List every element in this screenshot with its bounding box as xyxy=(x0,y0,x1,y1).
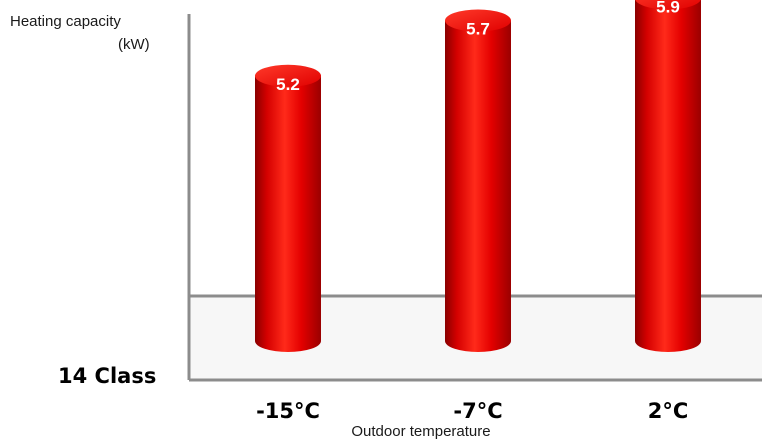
bar-body xyxy=(255,75,321,353)
x-tick-labels: -15°C -7°C 2°C xyxy=(256,399,688,423)
data-label: 5.9 xyxy=(656,0,680,16)
x-tick-label: -15°C xyxy=(256,399,320,423)
bar-2°C: 5.9 xyxy=(635,0,701,352)
x-tick-label: -7°C xyxy=(453,399,502,423)
data-label: 5.2 xyxy=(276,75,300,94)
bar-top xyxy=(445,9,511,32)
x-axis-label: Outdoor temperature xyxy=(351,423,491,440)
y-axis-label-line-2: (kW) xyxy=(118,36,150,53)
bar--15°C: 5.2 xyxy=(255,64,321,353)
axes xyxy=(187,14,762,382)
bars: 5.2 5.7 5.9 xyxy=(255,0,701,353)
bar--7°C: 5.7 xyxy=(445,9,511,353)
bar-top xyxy=(255,64,321,87)
bar-body xyxy=(635,0,701,352)
class-label: 14 Class xyxy=(58,364,157,388)
data-label: 5.7 xyxy=(466,20,490,39)
bar-body xyxy=(445,20,511,353)
y-axis-label-line-1: Heating capacity xyxy=(10,13,121,30)
bar-top xyxy=(635,0,701,10)
x-tick-label: 2°C xyxy=(648,399,689,423)
